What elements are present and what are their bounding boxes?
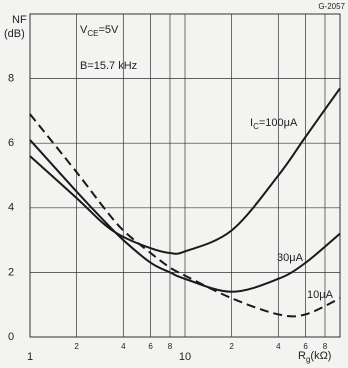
label-rest: (kΩ) <box>310 350 331 362</box>
label-subscript: C <box>253 122 259 131</box>
label-subscript: CE <box>87 29 98 38</box>
label-text: R <box>298 350 306 362</box>
y-axis-label: NF <box>12 14 27 26</box>
label-text: I <box>250 117 253 129</box>
x-tick-label: 2 <box>74 342 79 351</box>
label-text: B=15.7 kHz <box>80 60 137 72</box>
curve <box>29 139 341 293</box>
rich-label: 30μA <box>277 252 304 264</box>
curve <box>29 87 341 255</box>
y-tick-label: 0 <box>8 331 14 343</box>
x-tick-label: 10 <box>179 351 191 363</box>
x-tick-label: 4 <box>276 342 281 351</box>
label-rest: =100μA <box>259 117 298 129</box>
rich-label: 10μA <box>307 289 334 301</box>
x-tick-label: 2 <box>229 342 234 351</box>
rich-label: IC=100μA <box>250 117 298 131</box>
y-tick-label: 8 <box>8 73 14 85</box>
label-text: 10μA <box>307 289 334 301</box>
rich-label: VCE=5V <box>80 24 119 38</box>
label-subscript: g <box>306 355 310 364</box>
figure-code: G-2057 <box>318 2 345 11</box>
rich-label: Rg(kΩ) <box>298 350 331 364</box>
label-text: V <box>80 24 88 36</box>
x-tick-label: 6 <box>148 342 153 351</box>
label-text: 30μA <box>277 252 304 264</box>
x-tick-label: 8 <box>168 342 173 351</box>
x-tick-label: 8 <box>323 342 328 351</box>
x-tick-label: 6 <box>303 342 308 351</box>
x-tick-label: 4 <box>121 342 126 351</box>
x-tick-label: 1 <box>27 351 33 363</box>
rich-label: B=15.7 kHz <box>80 60 137 72</box>
curve <box>29 113 341 318</box>
y-tick-label: 6 <box>8 137 14 149</box>
y-axis-unit: (dB) <box>4 28 25 40</box>
y-tick-label: 4 <box>8 202 14 214</box>
label-rest: =5V <box>98 24 119 36</box>
y-tick-label: 2 <box>8 266 14 278</box>
